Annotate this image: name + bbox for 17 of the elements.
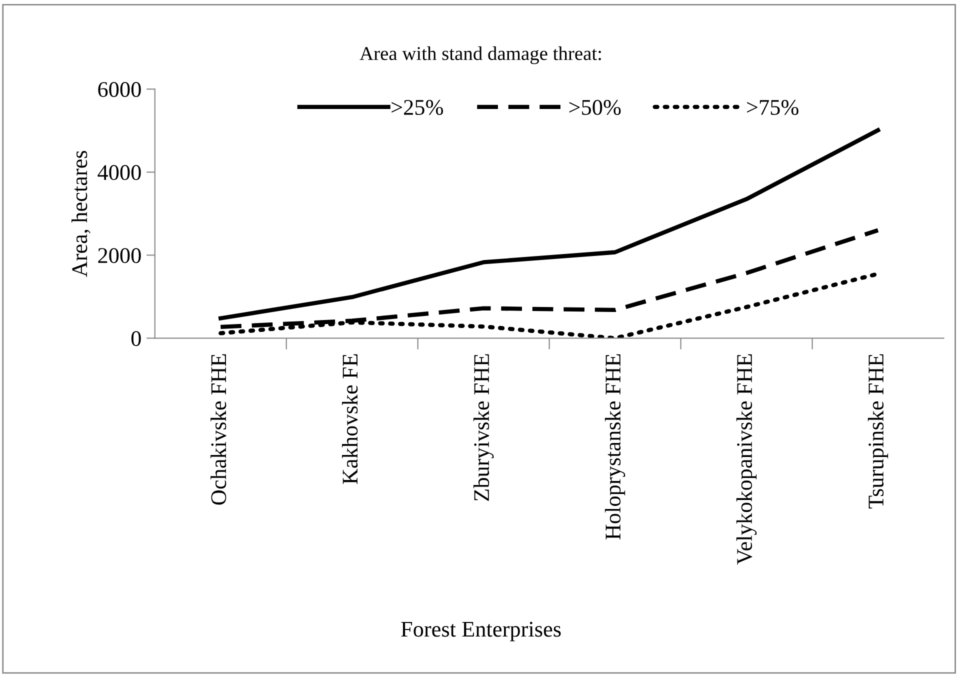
x-tick-label: Kakhovske FE (342, 354, 358, 484)
x-tick-label: Holoprystanske FHE (604, 354, 626, 540)
y-tick-label: 0 (131, 331, 141, 346)
x-tick-label: Tsurupinske FHE (868, 354, 888, 509)
y-tick-label: 6000 (98, 82, 141, 98)
chart-title: Area with stand damage threat: (360, 46, 601, 64)
x-axis-title: Forest Enterprises (401, 622, 561, 642)
y-axis-title: Area, hectares (72, 150, 90, 277)
legend-label: >25% (392, 100, 444, 115)
legend-label: >75% (747, 100, 798, 115)
x-tick-label: Velykokopanivske FHE (736, 354, 757, 565)
y-tick-label: 4000 (98, 165, 141, 180)
x-tick-label: Ochakivske FHE (210, 354, 226, 505)
legend-label: >50% (569, 100, 621, 115)
y-tick-label: 2000 (98, 248, 141, 264)
line-series (218, 128, 880, 320)
x-tick-label: Zburyivske FHE (473, 354, 494, 501)
